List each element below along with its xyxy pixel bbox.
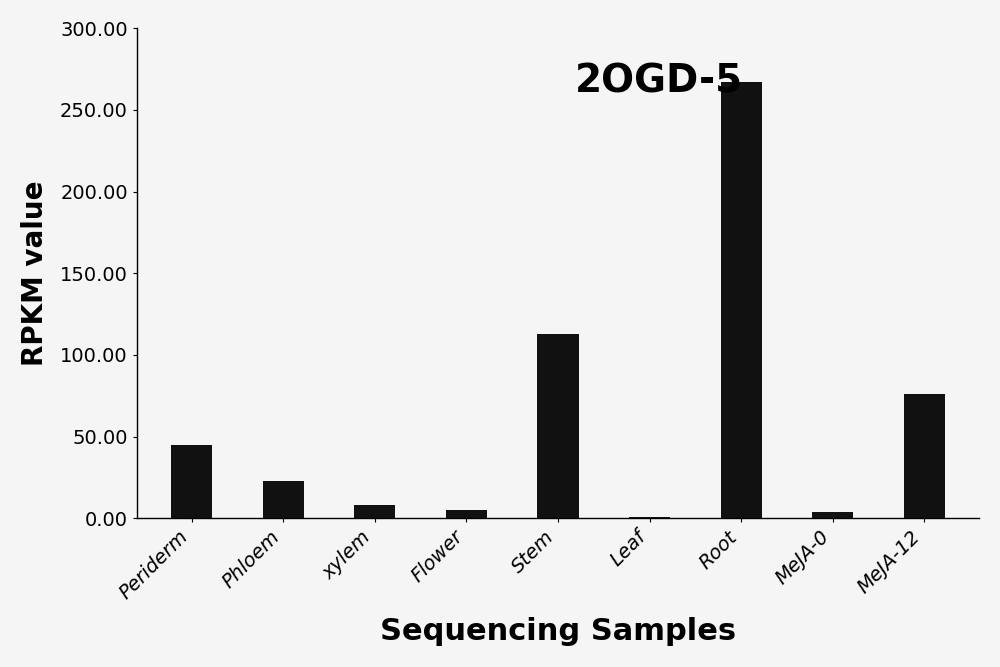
Text: 2OGD-5: 2OGD-5 [575,63,743,101]
Bar [904,394,945,518]
Bar [537,334,579,518]
Bar [721,82,762,518]
Bar [812,512,853,518]
X-axis label: Sequencing Samples: Sequencing Samples [380,617,736,646]
Bar [629,517,670,518]
Bar [446,510,487,518]
Y-axis label: RPKM value: RPKM value [21,181,49,366]
Bar [263,481,304,518]
Bar [171,445,212,518]
Bar [354,505,395,518]
